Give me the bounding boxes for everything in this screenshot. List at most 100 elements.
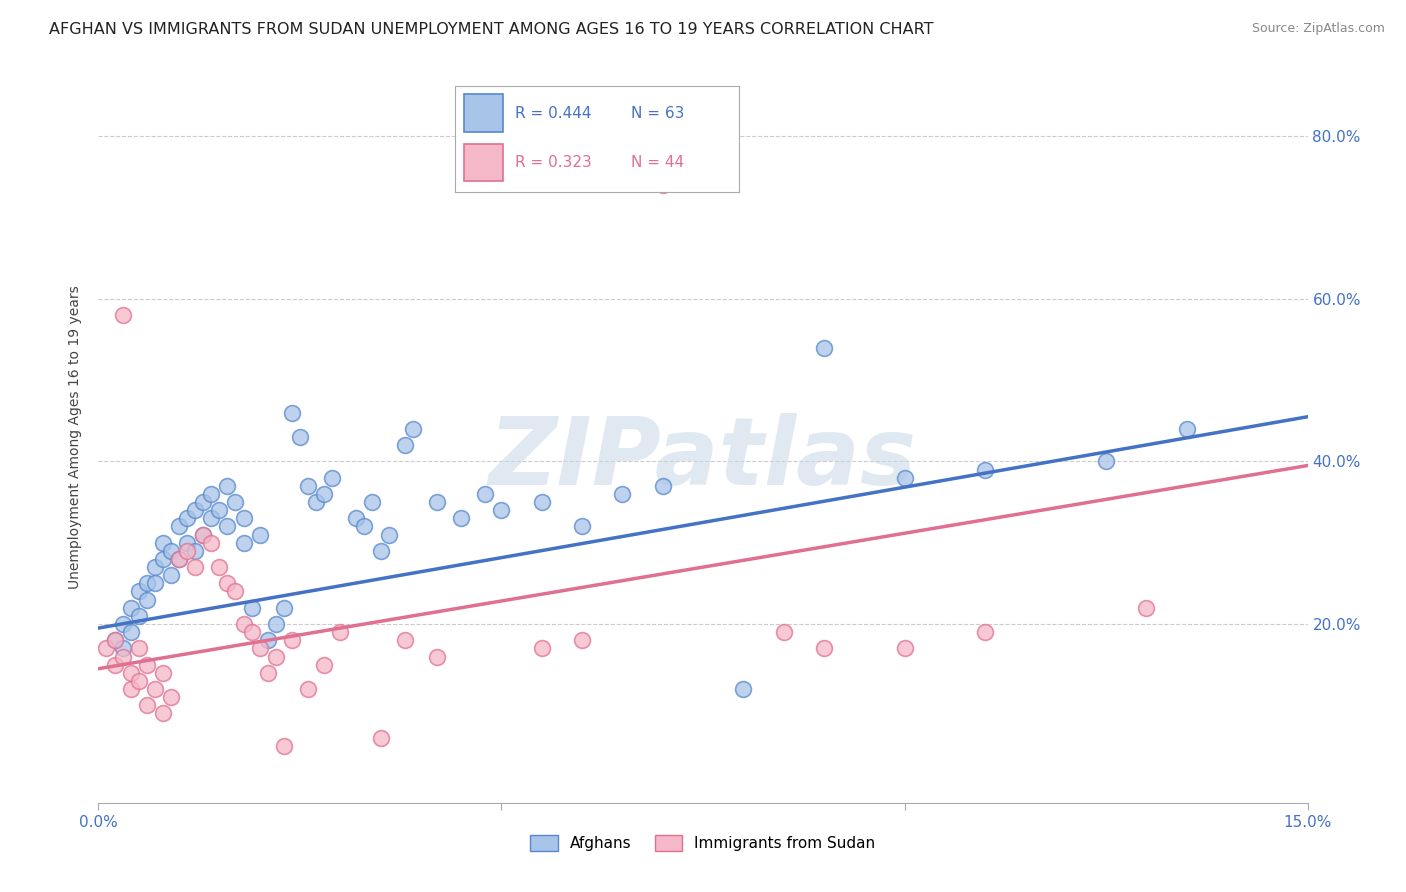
Point	[240, 625, 263, 640]
Point	[224, 495, 246, 509]
Point	[193, 527, 215, 541]
Point	[377, 527, 399, 541]
Point	[321, 471, 343, 485]
Point	[344, 511, 367, 525]
Point	[329, 625, 352, 640]
Point	[184, 544, 207, 558]
Point	[152, 706, 174, 721]
Point	[152, 535, 174, 549]
Point	[160, 690, 183, 705]
Point	[264, 617, 287, 632]
Point	[184, 503, 207, 517]
Point	[96, 641, 118, 656]
Point	[240, 600, 263, 615]
Point	[103, 633, 125, 648]
Point	[530, 641, 553, 656]
Point	[893, 641, 915, 656]
Point	[128, 641, 150, 656]
Point	[176, 544, 198, 558]
Point	[305, 495, 328, 509]
Point	[353, 519, 375, 533]
Text: AFGHAN VS IMMIGRANTS FROM SUDAN UNEMPLOYMENT AMONG AGES 16 TO 19 YEARS CORRELATI: AFGHAN VS IMMIGRANTS FROM SUDAN UNEMPLOY…	[49, 22, 934, 37]
Point	[217, 519, 239, 533]
Point	[426, 649, 449, 664]
Point	[232, 535, 254, 549]
Point	[571, 633, 593, 648]
Point	[232, 617, 254, 632]
Point	[160, 544, 183, 558]
Point	[176, 511, 198, 525]
Point	[111, 308, 134, 322]
Point	[103, 657, 125, 672]
Point	[273, 600, 295, 615]
Point	[111, 649, 134, 664]
Point	[256, 665, 278, 680]
Point	[651, 178, 673, 193]
Point	[143, 560, 166, 574]
Point	[256, 633, 278, 648]
Point	[176, 535, 198, 549]
Point	[160, 568, 183, 582]
Point	[120, 665, 142, 680]
Point	[612, 487, 634, 501]
Point	[143, 681, 166, 696]
Point	[297, 681, 319, 696]
Point	[120, 625, 142, 640]
Point	[200, 535, 222, 549]
Text: ZIPatlas: ZIPatlas	[489, 413, 917, 505]
Point	[288, 430, 311, 444]
Point	[184, 560, 207, 574]
Point	[193, 527, 215, 541]
Point	[394, 438, 416, 452]
Legend: Afghans, Immigrants from Sudan: Afghans, Immigrants from Sudan	[524, 830, 882, 857]
Point	[491, 503, 513, 517]
Point	[111, 641, 134, 656]
Point	[217, 576, 239, 591]
Point	[281, 406, 304, 420]
Point	[103, 633, 125, 648]
Point	[813, 341, 835, 355]
Y-axis label: Unemployment Among Ages 16 to 19 years: Unemployment Among Ages 16 to 19 years	[69, 285, 83, 589]
Point	[370, 544, 392, 558]
Point	[264, 649, 287, 664]
Point	[152, 552, 174, 566]
Point	[651, 479, 673, 493]
Point	[1095, 454, 1118, 468]
Point	[314, 657, 336, 672]
Point	[314, 487, 336, 501]
Point	[128, 673, 150, 688]
Point	[974, 462, 997, 476]
Point	[167, 552, 190, 566]
Point	[361, 495, 384, 509]
Point	[143, 576, 166, 591]
Point	[167, 552, 190, 566]
Point	[273, 739, 295, 753]
Point	[111, 617, 134, 632]
Text: Source: ZipAtlas.com: Source: ZipAtlas.com	[1251, 22, 1385, 36]
Point	[813, 641, 835, 656]
Point	[571, 519, 593, 533]
Point	[152, 665, 174, 680]
Point	[167, 519, 190, 533]
Point	[370, 731, 392, 745]
Point	[232, 511, 254, 525]
Point	[249, 641, 271, 656]
Point	[297, 479, 319, 493]
Point	[193, 495, 215, 509]
Point	[733, 681, 755, 696]
Point	[208, 560, 231, 574]
Point	[402, 422, 425, 436]
Point	[224, 584, 246, 599]
Point	[208, 503, 231, 517]
Point	[974, 625, 997, 640]
Point	[1135, 600, 1157, 615]
Point	[200, 511, 222, 525]
Point	[893, 471, 915, 485]
Point	[135, 698, 157, 713]
Point	[120, 600, 142, 615]
Point	[128, 584, 150, 599]
Point	[474, 487, 496, 501]
Point	[200, 487, 222, 501]
Point	[772, 625, 794, 640]
Point	[426, 495, 449, 509]
